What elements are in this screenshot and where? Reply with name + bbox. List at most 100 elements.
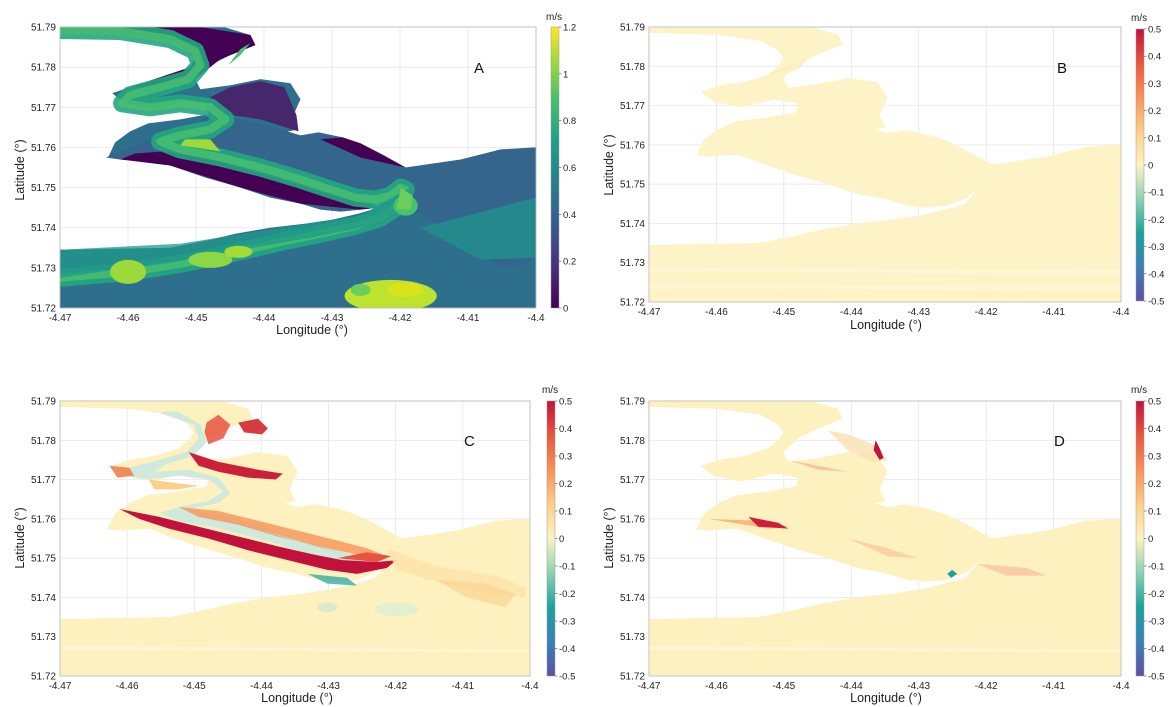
x-tick-label: -4.44 <box>840 681 863 692</box>
colorbar-tick-label: 1 <box>563 69 568 80</box>
y-tick-label: 51.78 <box>31 436 56 447</box>
y-tick-label: 51.75 <box>31 183 56 194</box>
current-field-c <box>60 401 530 676</box>
colorbar-tick-label: 0.5 <box>559 397 572 408</box>
colorbar-tick-label: 0.6 <box>563 163 576 174</box>
y-axis-label-a: Latitude (°) <box>13 139 27 200</box>
y-tick-label: 51.74 <box>31 593 56 604</box>
colorbar-tick-label: -0.3 <box>1148 242 1164 253</box>
x-tick-label: -4.44 <box>253 313 276 324</box>
colorbar-tick-label: -0.4 <box>1148 644 1164 655</box>
colorbar-tick-label: 0.4 <box>1148 424 1161 435</box>
panel-letter-b: B <box>1057 60 1067 77</box>
colorbar-tick-label: -0.1 <box>1148 188 1164 199</box>
y-tick-label: 51.77 <box>620 475 645 486</box>
colorbar-d: m/s -0.5 -0.4 -0.3 -0.2 -0.1 0 0.1 0.2 0.3 0.4 0.5 <box>1131 385 1164 683</box>
panel-letter-a: A <box>474 60 484 77</box>
colorbar-unit-c: m/s <box>542 385 558 396</box>
y-tick-label: 51.72 <box>620 298 645 309</box>
colorbar-c: m/s -0.5 -0.4 -0.3 -0.2 -0.1 0 0.1 0.2 0.3 0.4 0.5 <box>542 385 575 683</box>
colorbar-tick-label: 0.5 <box>1148 25 1161 36</box>
colorbar-tick-label: -0.3 <box>1148 617 1164 628</box>
x-axis-label-b: Longitude (°) <box>850 318 922 332</box>
y-ticks-b: 51.72 51.73 51.74 51.75 51.76 51.77 51.78 51.79 <box>620 23 645 309</box>
colorbar-tick-label: 0.1 <box>1148 507 1161 518</box>
colorbar-tick-label: 0.4 <box>1148 52 1161 63</box>
colorbar-ramp-c <box>546 400 556 677</box>
x-tick-label: -4.46 <box>117 313 140 324</box>
y-axis-label-c: Latitude (°) <box>13 507 27 568</box>
panel-b: B -4.47 -4.46 -4.45 -4.44 -4.43 -4.42 -4.41 -4.… <box>602 13 1164 332</box>
y-axis-label-b: Latitude (°) <box>602 134 616 195</box>
colorbar-tick-label: 0.3 <box>1148 452 1161 463</box>
panel-letter-d: D <box>1054 433 1065 450</box>
x-axis-label-c: Longitude (°) <box>261 691 333 705</box>
colorbar-tick-label: 0 <box>1148 534 1153 545</box>
colorbar-tick-label: -0.5 <box>559 672 575 683</box>
y-tick-label: 51.77 <box>620 101 645 112</box>
colorbar-tick-label: 0.2 <box>1148 106 1161 117</box>
y-tick-label: 51.79 <box>620 23 645 34</box>
y-tick-label: 51.74 <box>620 219 645 230</box>
y-tick-label: 51.78 <box>31 63 56 74</box>
x-ticks-a: -4.47 -4.46 -4.45 -4.44 -4.43 -4.42 -4.41 -4.4 <box>49 313 545 324</box>
x-tick-label: -4.44 <box>250 681 273 692</box>
colorbar-tick-label: 0.3 <box>1148 79 1161 90</box>
colorbar-tick-label: 0.1 <box>559 507 572 518</box>
y-tick-label: 51.74 <box>620 593 645 604</box>
y-tick-label: 51.72 <box>31 672 56 683</box>
current-field-b <box>649 27 1121 302</box>
x-tick-label: -4.45 <box>183 681 206 692</box>
x-axis-label-d: Longitude (°) <box>850 691 922 705</box>
y-tick-label: 51.75 <box>31 554 56 565</box>
y-tick-label: 51.75 <box>620 554 645 565</box>
x-tick-label: -4.45 <box>185 313 208 324</box>
y-tick-label: 51.73 <box>620 632 645 643</box>
x-ticks-d: -4.47 -4.46 -4.45 -4.44 -4.43 -4.42 -4.41 -4.4 <box>638 681 1130 692</box>
y-ticks-d: 51.72 51.73 51.74 51.75 51.76 51.77 51.78 51.79 <box>620 397 645 683</box>
colorbar-b: m/s -0.5 -0.4 -0.3 -0.2 -0.1 0 0.1 0.2 0.3 0.4 0.5 <box>1131 13 1164 308</box>
x-tick-label: -4.42 <box>384 681 407 692</box>
x-tick-label: -4.43 <box>317 681 340 692</box>
x-tick-label: -4.46 <box>705 681 728 692</box>
colorbar-tick-label: -0.3 <box>559 617 575 628</box>
y-tick-label: 51.77 <box>31 475 56 486</box>
colorbar-tick-label: 0.3 <box>559 452 572 463</box>
x-tick-label: -4.44 <box>840 307 863 318</box>
x-tick-label: -4.43 <box>907 681 930 692</box>
y-tick-label: 51.76 <box>620 514 645 525</box>
y-tick-label: 51.78 <box>620 436 645 447</box>
x-tick-label: -4.47 <box>49 681 72 692</box>
x-tick-label: -4.41 <box>1042 307 1065 318</box>
x-tick-label: -4.4 <box>1112 681 1130 692</box>
y-tick-label: 51.78 <box>620 62 645 73</box>
colorbar-tick-label: -0.1 <box>559 562 575 573</box>
y-tick-label: 51.79 <box>31 23 56 34</box>
colorbar-ticks-c: -0.5 -0.4 -0.3 -0.2 -0.1 0 0.1 0.2 0.3 0.4 0.5 <box>555 397 575 683</box>
x-tick-label: -4.43 <box>321 313 344 324</box>
colorbar-unit-b: m/s <box>1131 13 1147 24</box>
colorbar-tick-label: 0.4 <box>563 210 576 221</box>
x-axis-label-a: Longitude (°) <box>276 323 348 337</box>
y-tick-label: 51.76 <box>31 143 56 154</box>
colorbar-ramp-a <box>550 26 560 309</box>
colorbar-tick-label: 0.2 <box>563 257 576 268</box>
colorbar-tick-label: -0.2 <box>1148 589 1164 600</box>
y-tick-label: 51.73 <box>620 258 645 269</box>
colorbar-tick-label: 0.5 <box>1148 397 1161 408</box>
y-tick-label: 51.79 <box>31 397 56 408</box>
panel-c: C -4.47 -4.46 -4.45 -4.44 -4.43 -4.42 -4.41 -4.… <box>13 385 575 705</box>
colorbar-ramp-d <box>1135 400 1145 677</box>
x-tick-label: -4.47 <box>638 681 661 692</box>
x-tick-label: -4.43 <box>907 307 930 318</box>
x-tick-label: -4.42 <box>975 307 998 318</box>
x-ticks-c: -4.47 -4.46 -4.45 -4.44 -4.43 -4.42 -4.41 -4.4 <box>49 681 539 692</box>
current-field-a <box>60 27 536 308</box>
colorbar-tick-label: 0.2 <box>559 479 572 490</box>
y-ticks-a: 51.72 51.73 51.74 51.75 51.76 51.77 51.78 51.79 <box>31 23 56 315</box>
y-tick-label: 51.72 <box>620 672 645 683</box>
x-tick-label: -4.42 <box>389 313 412 324</box>
x-tick-label: -4.4 <box>521 681 539 692</box>
colorbar-tick-label: -0.1 <box>1148 562 1164 573</box>
y-ticks-c: 51.72 51.73 51.74 51.75 51.76 51.77 51.78 51.79 <box>31 397 56 683</box>
